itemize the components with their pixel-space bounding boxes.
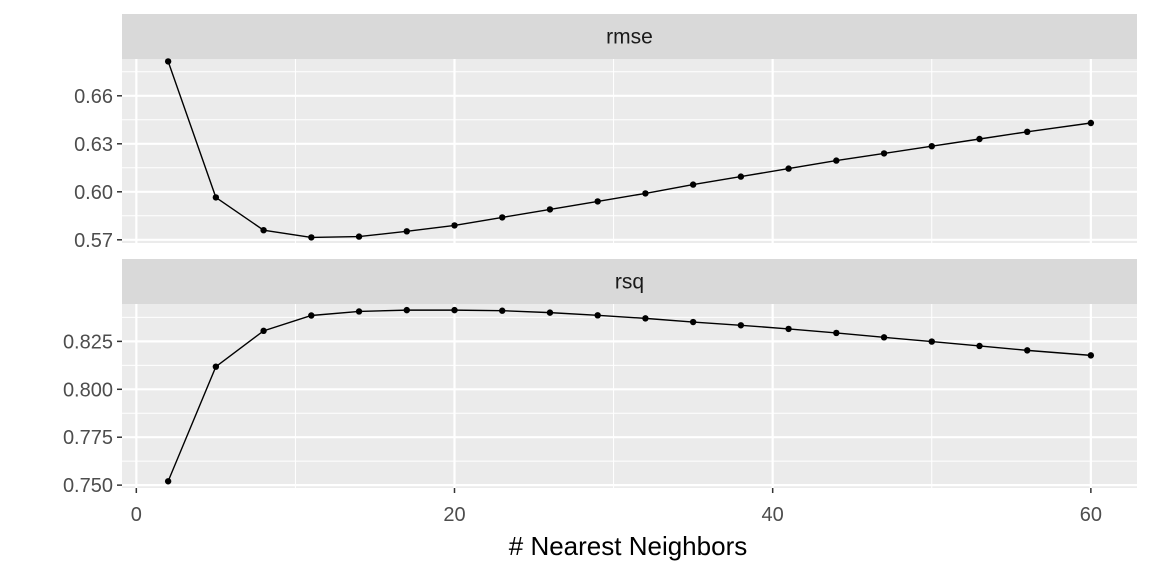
strip-background xyxy=(122,259,1137,304)
data-point xyxy=(1087,119,1095,127)
data-point xyxy=(594,198,601,205)
data-point xyxy=(451,222,458,229)
x-tick-label: 20 xyxy=(443,504,465,526)
data-point xyxy=(785,165,792,172)
data-point xyxy=(164,58,172,65)
data-point xyxy=(594,312,601,319)
strip-label: rmse xyxy=(606,26,653,49)
panels: rmse 0.57 0.60 0.63 0.66 rsq 0.750 0.775 0.800 0.… xyxy=(63,14,1137,497)
panel-rmse: rmse 0.57 0.60 0.63 0.66 xyxy=(74,14,1137,252)
data-point xyxy=(880,334,888,341)
data-point xyxy=(355,233,363,240)
series-line-rsq xyxy=(167,309,1091,482)
data-point xyxy=(737,173,745,180)
y-tick-label: 0.57 xyxy=(74,230,113,252)
data-point xyxy=(1087,352,1095,359)
y-tick-label: 0.60 xyxy=(74,182,113,204)
data-point xyxy=(689,318,697,326)
data-point xyxy=(928,338,935,345)
data-point xyxy=(642,315,649,322)
strip-background xyxy=(122,14,1137,59)
data-point xyxy=(737,322,745,329)
data-point xyxy=(355,308,363,315)
data-point xyxy=(833,157,840,164)
data-point xyxy=(260,327,267,335)
data-point xyxy=(164,478,172,485)
panel-background xyxy=(122,304,1137,488)
data-point xyxy=(546,206,554,213)
data-point xyxy=(308,234,315,241)
y-tick-label: 0.825 xyxy=(63,331,113,353)
data-point xyxy=(976,135,983,143)
data-point xyxy=(976,342,983,350)
x-axis-title: # Nearest Neighbors xyxy=(509,531,747,561)
data-point xyxy=(499,214,506,221)
data-point xyxy=(833,329,840,337)
data-point xyxy=(403,306,410,314)
y-tick-label: 0.775 xyxy=(63,427,113,449)
x-axis: 0 20 40 60 xyxy=(131,488,1102,526)
data-point xyxy=(1024,128,1031,135)
data-point xyxy=(689,181,697,188)
data-point xyxy=(546,309,554,316)
data-point xyxy=(499,307,506,314)
strip-label: rsq xyxy=(615,271,644,294)
y-tick-label: 0.66 xyxy=(74,86,113,108)
data-point xyxy=(212,363,220,370)
panel-background xyxy=(122,59,1137,243)
data-point xyxy=(928,143,935,150)
series-line-rmse xyxy=(167,61,1091,239)
y-tick-label: 0.750 xyxy=(63,475,113,497)
x-tick-label: 0 xyxy=(131,504,142,526)
x-tick-label: 40 xyxy=(762,504,784,526)
y-tick-label: 0.63 xyxy=(74,134,113,156)
data-point xyxy=(880,150,888,157)
data-point xyxy=(451,306,458,314)
data-point xyxy=(260,227,267,234)
y-tick-label: 0.800 xyxy=(63,379,113,401)
data-point xyxy=(403,228,410,235)
data-point xyxy=(785,325,792,333)
data-point xyxy=(1024,347,1031,354)
x-tick-label: 60 xyxy=(1080,504,1102,526)
data-point xyxy=(212,194,220,201)
data-point xyxy=(642,190,649,197)
data-point xyxy=(308,312,315,319)
panel-rsq: rsq 0.750 0.775 0.800 0.825 xyxy=(63,259,1137,497)
